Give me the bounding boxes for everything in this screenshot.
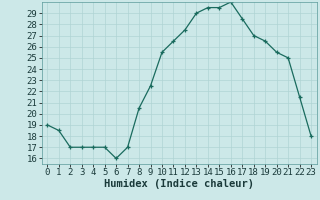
X-axis label: Humidex (Indice chaleur): Humidex (Indice chaleur)	[104, 179, 254, 189]
